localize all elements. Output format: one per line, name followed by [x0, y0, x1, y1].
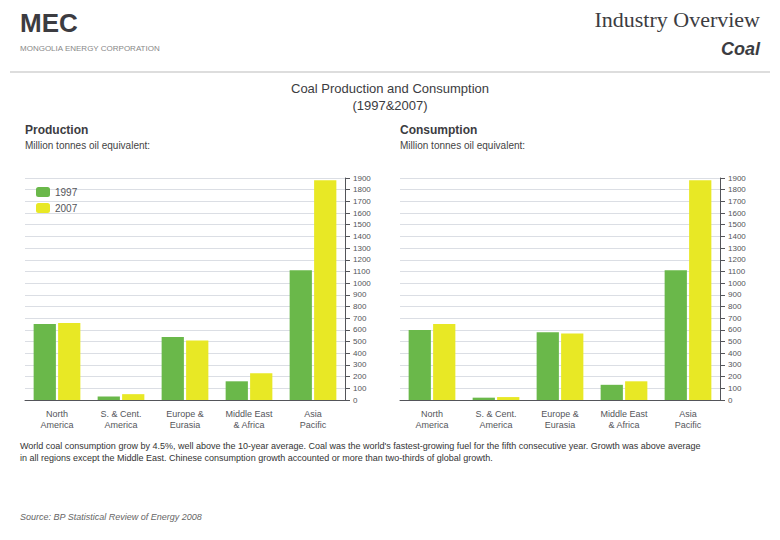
svg-text:400: 400 [353, 349, 367, 358]
svg-text:600: 600 [353, 325, 367, 334]
svg-text:North: North [46, 409, 68, 419]
svg-text:Industry Overview: Industry Overview [594, 7, 760, 32]
svg-text:200: 200 [728, 372, 742, 381]
svg-text:America: America [104, 420, 137, 430]
svg-text:1700: 1700 [353, 197, 371, 206]
svg-text:400: 400 [728, 349, 742, 358]
svg-text:Eurasia: Eurasia [545, 420, 576, 430]
svg-text:Million tonnes oil equivalent:: Million tonnes oil equivalent: [400, 140, 525, 151]
svg-text:1200: 1200 [728, 255, 746, 264]
svg-text:1500: 1500 [728, 220, 746, 229]
svg-text:Source: BP Statistical Review: Source: BP Statistical Review of Energy … [20, 512, 202, 522]
svg-text:Europe &: Europe & [166, 409, 204, 419]
svg-text:Production: Production [25, 123, 88, 137]
svg-text:Asia: Asia [679, 409, 697, 419]
svg-text:900: 900 [353, 290, 367, 299]
svg-text:1600: 1600 [353, 209, 371, 218]
svg-text:America: America [40, 420, 73, 430]
svg-text:& Africa: & Africa [608, 420, 639, 430]
svg-text:1100: 1100 [353, 267, 371, 276]
svg-text:300: 300 [353, 360, 367, 369]
svg-text:1500: 1500 [353, 220, 371, 229]
svg-text:0: 0 [728, 396, 733, 405]
svg-text:Pacific: Pacific [300, 420, 327, 430]
svg-text:(1997&2007): (1997&2007) [352, 98, 427, 113]
svg-text:America: America [415, 420, 448, 430]
svg-text:1900: 1900 [353, 174, 371, 183]
svg-text:1300: 1300 [728, 244, 746, 253]
svg-text:300: 300 [728, 360, 742, 369]
svg-text:Middle East: Middle East [600, 409, 648, 419]
svg-text:1700: 1700 [728, 197, 746, 206]
svg-text:1600: 1600 [728, 209, 746, 218]
svg-text:Asia: Asia [304, 409, 322, 419]
svg-text:Pacific: Pacific [675, 420, 702, 430]
svg-text:Eurasia: Eurasia [170, 420, 201, 430]
svg-text:1900: 1900 [728, 174, 746, 183]
svg-text:1000: 1000 [353, 279, 371, 288]
svg-text:1200: 1200 [353, 255, 371, 264]
svg-text:2007: 2007 [55, 203, 78, 214]
svg-text:700: 700 [353, 314, 367, 323]
svg-text:Europe &: Europe & [541, 409, 579, 419]
svg-text:Coal Production and Consumptio: Coal Production and Consumption [291, 81, 489, 96]
svg-text:200: 200 [353, 372, 367, 381]
svg-text:MEC: MEC [20, 8, 78, 38]
svg-text:Middle East: Middle East [225, 409, 273, 419]
svg-text:1100: 1100 [728, 267, 746, 276]
svg-text:1300: 1300 [353, 244, 371, 253]
svg-text:600: 600 [728, 325, 742, 334]
svg-text:S. & Cent.: S. & Cent. [100, 409, 141, 419]
svg-text:0: 0 [353, 396, 358, 405]
svg-text:700: 700 [728, 314, 742, 323]
svg-text:1000: 1000 [728, 279, 746, 288]
svg-text:1400: 1400 [728, 232, 746, 241]
svg-text:America: America [479, 420, 512, 430]
svg-text:1400: 1400 [353, 232, 371, 241]
svg-text:Million tonnes oil equivalent:: Million tonnes oil equivalent: [25, 140, 150, 151]
svg-text:S. & Cent.: S. & Cent. [475, 409, 516, 419]
svg-text:MONGOLIA ENERGY CORPORATION: MONGOLIA ENERGY CORPORATION [20, 44, 160, 53]
svg-text:North: North [421, 409, 443, 419]
svg-text:World coal consumption grow by: World coal consumption grow by 4.5%, wel… [20, 441, 700, 451]
svg-text:500: 500 [728, 337, 742, 346]
svg-text:in all regions except the Midd: in all regions except the Middle East. C… [20, 453, 493, 463]
svg-text:1997: 1997 [55, 187, 78, 198]
svg-text:Coal: Coal [721, 39, 761, 59]
svg-text:1800: 1800 [353, 185, 371, 194]
svg-text:800: 800 [728, 302, 742, 311]
svg-text:100: 100 [353, 384, 367, 393]
svg-text:1800: 1800 [728, 185, 746, 194]
svg-text:100: 100 [728, 384, 742, 393]
svg-text:Consumption: Consumption [400, 123, 477, 137]
svg-text:500: 500 [353, 337, 367, 346]
svg-text:800: 800 [353, 302, 367, 311]
svg-text:900: 900 [728, 290, 742, 299]
svg-text:& Africa: & Africa [233, 420, 264, 430]
